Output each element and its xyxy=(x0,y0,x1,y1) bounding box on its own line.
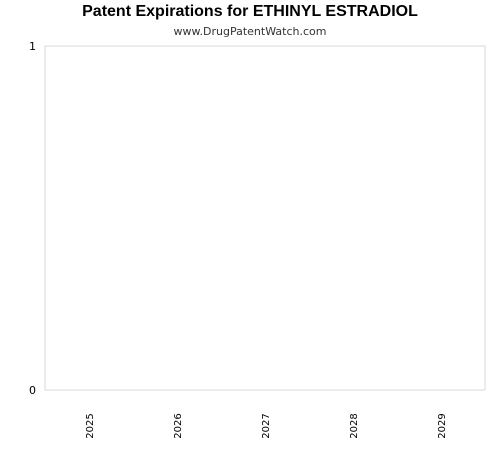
x-tick-label: 2026 xyxy=(173,413,184,438)
x-tick-label: 2029 xyxy=(437,413,448,438)
x-tick-label: 2027 xyxy=(261,413,272,438)
y-tick-label: 1 xyxy=(29,40,36,53)
x-axis: 2025 2026 2027 2028 2029 xyxy=(85,413,448,438)
chart-subtitle: www.DrugPatentWatch.com xyxy=(173,25,327,38)
chart-title: Patent Expirations for ETHINYL ESTRADIOL xyxy=(82,3,418,20)
x-tick-label: 2025 xyxy=(85,413,96,438)
y-axis: 01 xyxy=(29,40,36,397)
y-tick-label: 0 xyxy=(29,384,36,397)
plot-frame xyxy=(44,45,486,391)
x-tick-label: 2028 xyxy=(349,413,360,438)
